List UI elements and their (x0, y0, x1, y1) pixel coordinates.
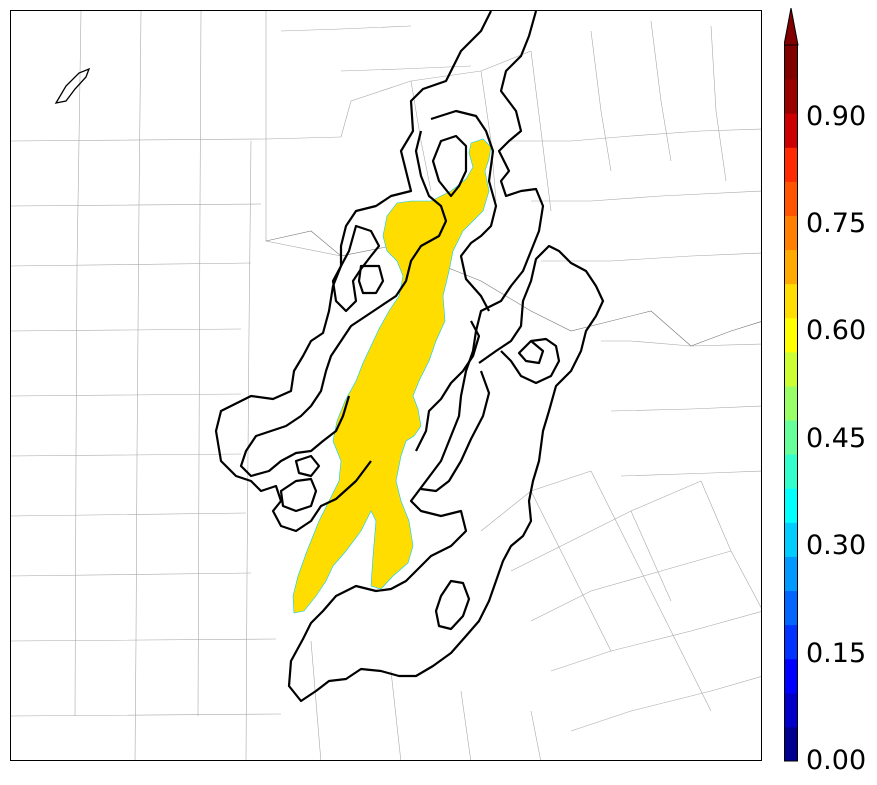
lake-outline (54, 67, 91, 104)
colorbar-tick-label: 0.90 (806, 100, 867, 132)
colorbar-segment (784, 420, 798, 455)
colorbar-segment (784, 590, 798, 626)
colorbar-tick-label: 0.00 (806, 745, 867, 776)
map-panel (10, 10, 762, 761)
colorbar-segment (784, 488, 798, 523)
colorbar-svg (784, 8, 799, 762)
colorbar-segment (784, 556, 798, 592)
colorbar-tick-label: 0.60 (806, 315, 867, 347)
colorbar-segment (784, 726, 798, 762)
colorbar-segment (784, 215, 798, 251)
colorbar-segment (784, 351, 798, 387)
probability-region (292, 138, 492, 614)
colorbar-segment (784, 283, 798, 319)
colorbar-segment (784, 181, 798, 216)
colorbar-extend-arrow (784, 8, 799, 46)
colorbar-segment (784, 522, 798, 557)
contour-lines (214, 11, 605, 703)
colorbar-segment (784, 79, 798, 114)
colorbar-tick-label: 0.75 (806, 208, 867, 239)
map-canvas (11, 11, 761, 760)
colorbar-tick-label: 0.30 (806, 530, 867, 562)
colorbar-segment (784, 249, 798, 285)
colorbar-frame (784, 44, 798, 762)
colorbar-segment (784, 692, 798, 728)
colorbar-segment (784, 624, 798, 660)
colorbar-segment (784, 317, 798, 353)
colorbar (784, 8, 804, 762)
colorbar-tick-label: 0.45 (806, 422, 867, 454)
colorbar-segment (784, 45, 798, 80)
colorbar-segment (784, 147, 798, 182)
colorbar-segment (784, 658, 798, 694)
colorbar-segment (784, 385, 798, 421)
colorbar-segment (784, 454, 798, 489)
colorbar-segment (784, 113, 798, 148)
colorbar-tick-label: 0.15 (806, 637, 867, 669)
